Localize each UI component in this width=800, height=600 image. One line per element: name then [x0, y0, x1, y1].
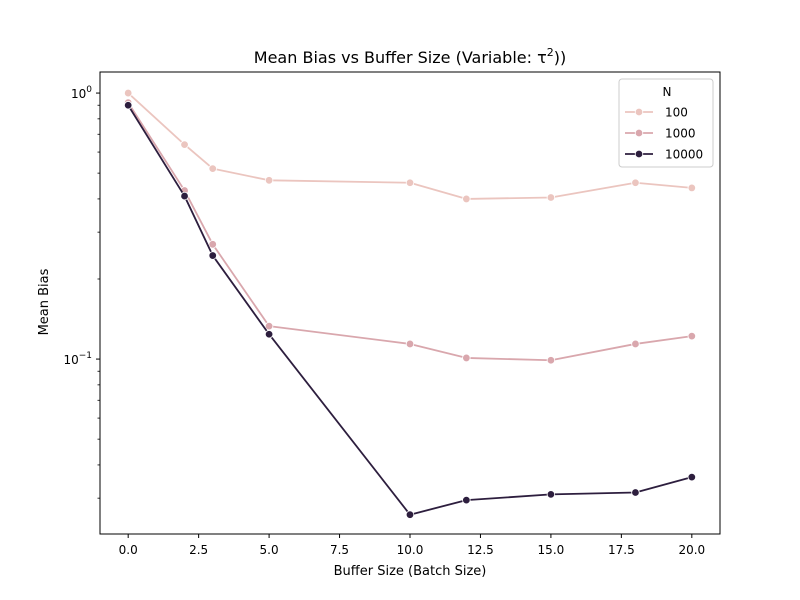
legend-label: 10000: [665, 148, 703, 162]
legend: N 100 1000 10000: [618, 78, 714, 168]
series-1000: [123, 98, 697, 365]
x-tick-label: 20.0: [678, 543, 705, 557]
x-tick-label: 17.5: [608, 543, 635, 557]
data-point: [631, 488, 640, 497]
data-point: [405, 178, 415, 187]
data-point: [208, 164, 217, 173]
series-10000: [123, 101, 697, 519]
x-tick-label: 0.0: [119, 543, 138, 557]
data-point: [264, 321, 274, 331]
legend-marker: [634, 107, 644, 117]
series-layer: [123, 88, 697, 519]
data-point: [687, 183, 697, 193]
y-tick-label: 100: [71, 85, 92, 101]
legend-entry-1000: 1000: [625, 127, 696, 141]
data-point: [405, 339, 415, 349]
data-point: [462, 353, 471, 363]
data-point: [687, 472, 697, 482]
data-point: [405, 510, 415, 519]
legend-marker: [634, 128, 644, 138]
legend-marker: [634, 149, 644, 159]
x-axis-label: Buffer Size (Batch Size): [334, 564, 487, 579]
series-100: [123, 88, 697, 204]
data-point: [208, 240, 217, 249]
y-tick-label: 10−1: [63, 351, 92, 367]
y-axis-label: Mean Bias: [37, 268, 52, 335]
x-tick-label: 7.5: [330, 543, 349, 557]
data-point: [208, 251, 217, 260]
data-point: [462, 495, 471, 505]
data-point: [123, 88, 133, 98]
x-tick-label: 5.0: [260, 543, 279, 557]
data-point: [264, 330, 274, 339]
legend-entry-10000: 10000: [625, 148, 703, 162]
data-point: [631, 339, 640, 349]
chart-title: Mean Bias vs Buffer Size (Variable: τ2)): [254, 46, 566, 67]
legend-entry-100: 100: [625, 106, 688, 120]
data-point: [123, 101, 133, 110]
legend-label: 1000: [665, 127, 696, 141]
x-tick-label: 2.5: [189, 543, 208, 557]
data-point: [180, 191, 189, 201]
data-point: [546, 356, 556, 365]
x-axis: 0.0 2.5 5.0 7.5 10.0 12.5 15.0 17.5 20.0: [119, 534, 705, 557]
legend-box: [618, 78, 714, 168]
x-tick-label: 15.0: [538, 543, 565, 557]
legend-label: 100: [665, 106, 688, 120]
data-point: [546, 193, 556, 202]
x-tick-label: 10.0: [397, 543, 424, 557]
x-tick-label: 12.5: [467, 543, 494, 557]
data-point: [687, 331, 697, 341]
data-point: [180, 140, 189, 149]
data-point: [546, 490, 556, 499]
data-point: [264, 176, 274, 185]
y-axis: 100 10−1: [63, 85, 100, 499]
data-point: [462, 194, 471, 204]
data-point: [631, 178, 640, 187]
legend-title: N: [663, 85, 672, 99]
